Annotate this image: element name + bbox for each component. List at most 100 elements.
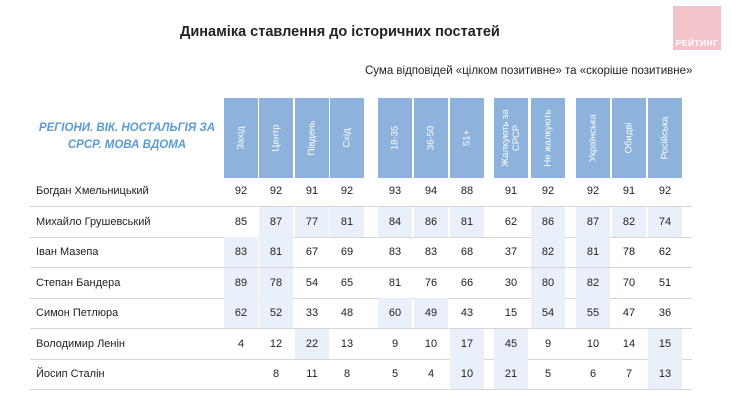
column-header: 36-50: [414, 98, 448, 178]
table-cell: [224, 359, 258, 389]
row-label: Володимир Ленін: [36, 337, 126, 350]
table-cell: 92: [340, 185, 354, 197]
table-cell: 78: [259, 267, 293, 298]
table-cell: 76: [424, 276, 438, 289]
table-cell: 93: [388, 185, 402, 197]
table-cell: 89: [224, 267, 258, 298]
table-cell: 82: [531, 237, 565, 267]
table-cell: 12: [269, 337, 283, 350]
column-header-label: Захід: [235, 126, 247, 150]
table-cell: 86: [414, 206, 448, 237]
row-label: Йосип Сталін: [36, 368, 105, 380]
table-cell: 82: [612, 206, 646, 237]
column-header: Не жалкують: [531, 98, 565, 178]
row-separator: [30, 267, 692, 268]
table-cell: 92: [269, 185, 283, 197]
table-cell: 11: [306, 368, 318, 380]
table-cell: 81: [388, 276, 402, 289]
table-cell: 5: [544, 368, 552, 380]
row-label: Іван Мазепа: [36, 246, 99, 258]
table-cell: 67: [305, 246, 319, 258]
table-cell: 6: [589, 368, 597, 380]
column-header-label: Центр: [270, 124, 282, 152]
table-cell: 66: [460, 276, 474, 289]
table-cell: 80: [531, 267, 565, 298]
table-cell: 49: [414, 298, 448, 328]
table-cell: 83: [424, 246, 438, 258]
row-label: Степан Бандера: [36, 276, 121, 289]
table-cell: 84: [378, 206, 412, 237]
table-cell: 51: [658, 276, 672, 289]
table-cell: 92: [658, 185, 672, 197]
table-cell: 36: [658, 307, 672, 319]
table-cell: 62: [224, 298, 258, 328]
table-cell: 62: [658, 246, 672, 258]
table-cell: 81: [450, 206, 484, 237]
table-cell: 62: [504, 215, 518, 228]
table-cell: 83: [388, 246, 402, 258]
table-cell: 68: [460, 246, 474, 258]
table-cell: 5: [391, 368, 399, 380]
column-header-label: Схід: [341, 128, 353, 148]
column-header: 51+: [450, 98, 484, 178]
table-cell: 88: [460, 185, 474, 197]
table-cell: 43: [460, 307, 474, 319]
table-cell: 4: [237, 337, 245, 350]
row-separator: [30, 328, 692, 329]
table-cell: 94: [424, 185, 438, 197]
table-cell: 13: [340, 337, 354, 350]
table-cell: 92: [541, 185, 555, 197]
table-cell: 54: [531, 298, 565, 328]
row-separator: [30, 236, 692, 238]
column-header-label: Південь: [306, 120, 318, 156]
column-header-label: Російська: [659, 116, 671, 160]
column-header-label: 51+: [461, 129, 473, 147]
table-cell: 78: [622, 246, 636, 258]
table-cell: 13: [648, 359, 682, 389]
row-separator: [30, 389, 692, 390]
table-cell: 92: [586, 185, 600, 197]
table-cell: 87: [576, 206, 610, 237]
table-cell: 54: [305, 276, 319, 289]
table-cell: 87: [259, 206, 293, 237]
table-cell: 77: [295, 206, 329, 237]
table-cell: 81: [259, 237, 293, 267]
column-header: Південь: [295, 98, 329, 178]
table-cell: 45: [494, 328, 528, 359]
table-cell: 85: [234, 215, 248, 228]
column-header-label: 36-50: [425, 125, 437, 151]
column-header: Українська: [576, 98, 610, 178]
column-header: Центр: [259, 98, 293, 178]
table-cell: 8: [272, 368, 280, 380]
table-cell: 70: [622, 276, 636, 289]
table-cell: 60: [378, 298, 412, 328]
table-cell: 4: [427, 368, 435, 380]
table-cell: 14: [622, 337, 636, 350]
table-cell: 17: [450, 328, 484, 359]
column-header: Обидві: [612, 98, 646, 178]
table-cell: 9: [391, 337, 399, 350]
column-header: Захід: [224, 98, 258, 178]
chart-subtitle: Сума відповідей «цілком позитивне» та «с…: [365, 65, 693, 77]
row-label: Богдан Хмельницький: [36, 185, 149, 197]
column-header: Російська: [648, 98, 682, 178]
table-cell: 9: [544, 337, 552, 350]
table-cell: 33: [305, 307, 319, 319]
table-cell: 91: [305, 185, 319, 197]
table-cell: 86: [531, 206, 565, 237]
table-cell: 69: [340, 246, 354, 258]
column-header: Схід: [330, 98, 364, 178]
column-header-label: Українська: [587, 114, 599, 162]
table-cell: 22: [295, 328, 329, 359]
table-cell: 15: [648, 328, 682, 359]
table-cell: 52: [259, 298, 293, 328]
table-cell: 65: [340, 276, 354, 289]
table-cell: 8: [343, 368, 351, 380]
row-label: Симон Петлюра: [36, 307, 119, 319]
column-header-label: Жалкують за СРСР: [500, 109, 522, 167]
table-cell: 37: [504, 246, 518, 258]
table-cell: 21: [494, 359, 528, 389]
row-label: Михайло Грушевський: [36, 215, 151, 228]
table-cell: 91: [504, 185, 518, 197]
table-cell: 81: [576, 237, 610, 267]
